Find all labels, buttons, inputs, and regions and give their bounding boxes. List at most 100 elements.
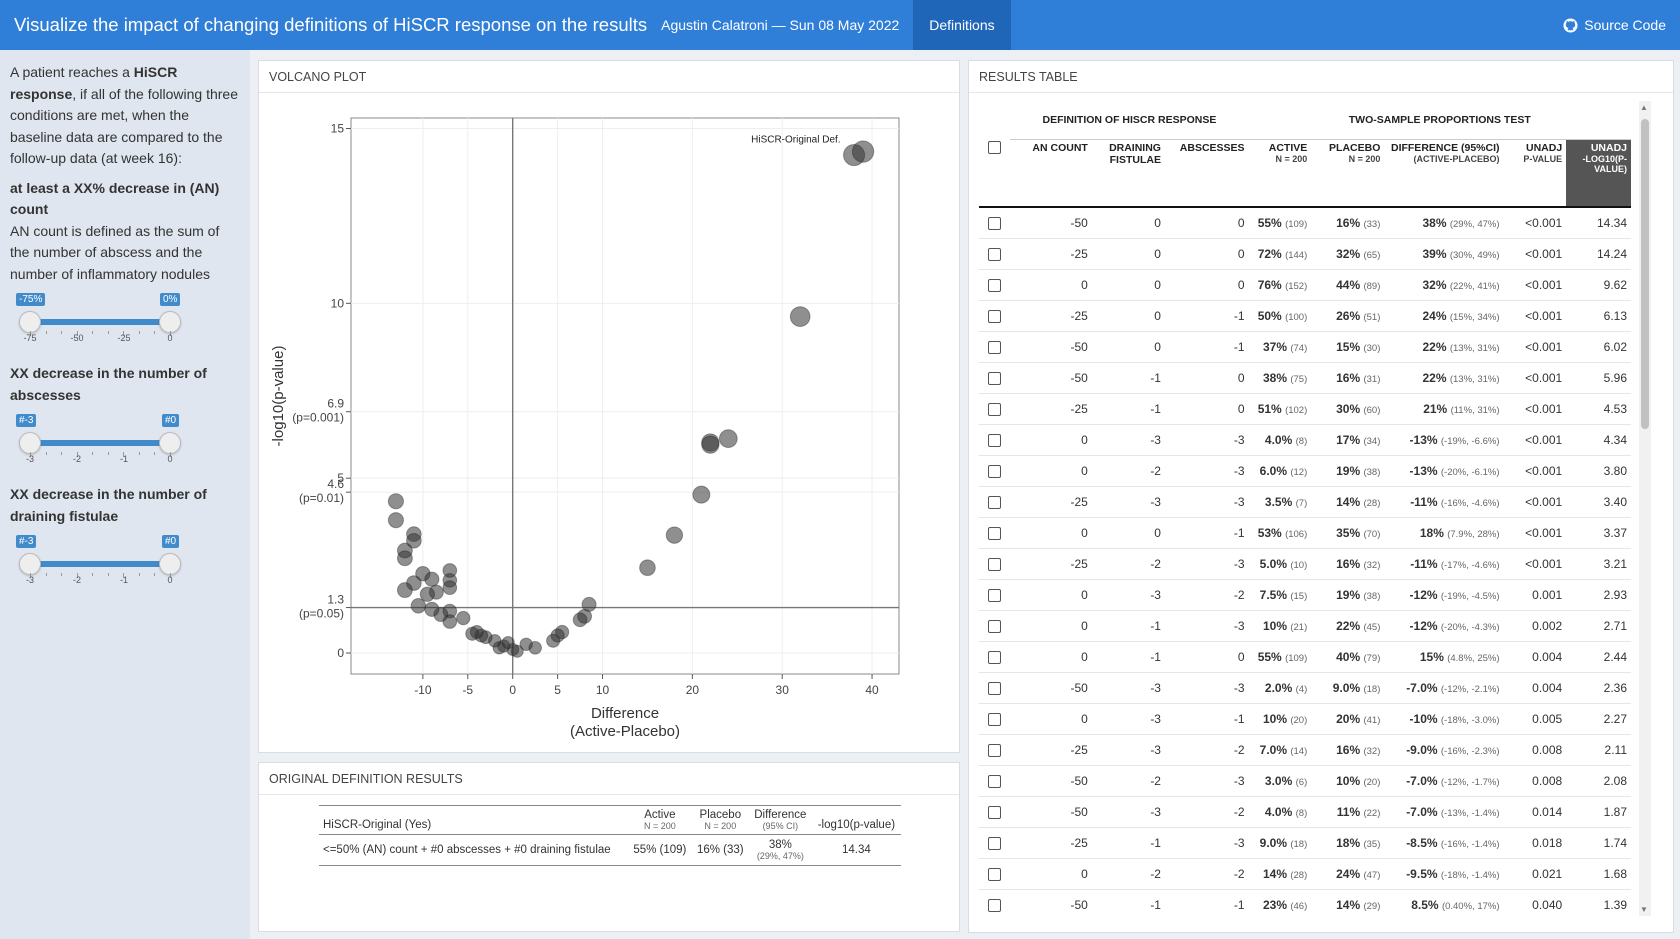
scroll-down-icon[interactable]: ▼ bbox=[1640, 905, 1648, 914]
row-checkbox[interactable] bbox=[988, 557, 1002, 571]
cell-draining-fistulae-part: -3 bbox=[1150, 432, 1161, 447]
row-checkbox[interactable] bbox=[988, 371, 1002, 385]
an-slider-handle-from[interactable] bbox=[19, 311, 41, 333]
table-row[interactable]: -50 -3 -2 4.0% (8) 11% (22) -7.0% (-13%, -1.4… bbox=[979, 795, 1631, 827]
row-checkbox[interactable] bbox=[988, 898, 1002, 912]
cell-pvalue-part: <0.001 bbox=[1525, 525, 1563, 540]
scrollbar-thumb[interactable] bbox=[1641, 119, 1649, 429]
col-abscesses[interactable]: ABSCESSES bbox=[1179, 141, 1245, 154]
table-row[interactable]: -50 -2 -3 3.0% (6) 10% (20) -7.0% (-12%, -1.7… bbox=[979, 764, 1631, 796]
row-checkbox[interactable] bbox=[988, 402, 1002, 416]
row-checkbox[interactable] bbox=[988, 619, 1002, 633]
abscesses-slider[interactable]: #-3 #0 -3 -2 -1 0 bbox=[10, 414, 181, 476]
source-code-link[interactable]: Source Code bbox=[1563, 0, 1666, 50]
table-row[interactable]: -25 -1 0 51% (102) 30% (60) 21% (11%, 31%) <0.… bbox=[979, 392, 1631, 424]
row-checkbox[interactable] bbox=[988, 526, 1002, 540]
cell-abscesses: -1 bbox=[1164, 702, 1249, 734]
df-slider-handle-from[interactable] bbox=[19, 553, 41, 575]
x-tick-label: 10 bbox=[596, 683, 610, 697]
cell-active: 14% (28) bbox=[1248, 857, 1312, 889]
scroll-up-icon[interactable]: ▲ bbox=[1640, 103, 1648, 112]
table-row[interactable]: 0 -1 0 55% (109) 40% (79) 15% (4.8%, 25%) 0.00… bbox=[979, 640, 1631, 672]
table-row[interactable]: -50 -3 -3 2.0% (4) 9.0% (18) -7.0% (-12%, -2.… bbox=[979, 671, 1631, 703]
cell-active-part: (6) bbox=[1295, 776, 1308, 788]
cell-log10-pvalue: 2.44 bbox=[1566, 640, 1631, 672]
col-draining-fistulae[interactable]: DRAINING FISTULAE bbox=[1109, 141, 1161, 166]
table-row[interactable]: -25 -1 -3 9.0% (18) 18% (35) -8.5% (-16%, -1.… bbox=[979, 826, 1631, 858]
row-checkbox[interactable] bbox=[988, 650, 1002, 664]
an-slider-handle-to[interactable] bbox=[159, 311, 181, 333]
table-row[interactable]: -50 0 0 55% (109) 16% (33) 38% (29%, 47%) <0.0… bbox=[979, 206, 1631, 238]
row-checkbox[interactable] bbox=[988, 340, 1002, 354]
table-row[interactable]: -50 -1 0 38% (75) 16% (31) 22% (13%, 31%) <0.0… bbox=[979, 361, 1631, 393]
cell-abscesses-part: -1 bbox=[1233, 711, 1245, 726]
row-checkbox[interactable] bbox=[988, 681, 1002, 695]
abs-slider-handle-to[interactable] bbox=[159, 432, 181, 454]
an-slider[interactable]: -75% 0% -75 -50 -25 0 bbox=[10, 293, 181, 355]
results-scrollbar[interactable]: ▲ ▼ bbox=[1639, 101, 1651, 916]
table-row[interactable]: 0 -2 -2 14% (28) 24% (47) -9.5% (-18%, -1.4%)… bbox=[979, 857, 1631, 889]
select-all-checkbox[interactable] bbox=[988, 141, 1002, 154]
abs-slider-handle-from[interactable] bbox=[19, 432, 41, 454]
cell-log10-pvalue: 1.74 bbox=[1566, 826, 1631, 858]
table-row[interactable]: 0 -3 -3 4.0% (8) 17% (34) -13% (-19%, -6.6%) <… bbox=[979, 423, 1631, 455]
table-row[interactable]: -50 0 -1 37% (74) 15% (30) 22% (13%, 31%) <0.0… bbox=[979, 330, 1631, 362]
row-checkbox[interactable] bbox=[988, 309, 1002, 323]
row-checkbox[interactable] bbox=[988, 805, 1002, 819]
orig-h-active: Active N = 200 bbox=[628, 806, 692, 835]
row-checkbox[interactable] bbox=[988, 216, 1002, 230]
fistulae-slider[interactable]: #-3 #0 -3 -2 -1 0 bbox=[10, 535, 181, 597]
table-row[interactable]: -25 -2 -3 5.0% (10) 16% (32) -11% (-17%, -4.6… bbox=[979, 547, 1631, 579]
row-checkbox[interactable] bbox=[988, 867, 1002, 881]
row-checkbox[interactable] bbox=[988, 743, 1002, 757]
table-row[interactable]: -25 -3 -2 7.0% (14) 16% (32) -9.0% (-16%, -2.… bbox=[979, 733, 1631, 765]
table-row[interactable]: -50 -1 -1 23% (46) 14% (29) 8.5% (0.40%, 17%)… bbox=[979, 888, 1631, 920]
df-slider-track[interactable] bbox=[20, 561, 170, 567]
table-row[interactable]: -25 0 0 72% (144) 32% (65) 39% (30%, 49%) <0.0… bbox=[979, 237, 1631, 269]
table-row[interactable]: 0 0 0 76% (152) 44% (89) 32% (22%, 41%) <0.001… bbox=[979, 268, 1631, 300]
cell-placebo-part: (60) bbox=[1363, 404, 1381, 416]
table-row[interactable]: 0 -2 -3 6.0% (12) 19% (38) -13% (-20%, -6.1%)… bbox=[979, 454, 1631, 486]
cell-placebo: 10% (20) bbox=[1311, 764, 1385, 796]
cell-placebo-part: 11% bbox=[1336, 804, 1361, 819]
row-select-cell bbox=[979, 485, 1011, 517]
table-row[interactable]: 0 -1 -3 10% (21) 22% (45) -12% (-20%, -4.3%) 0… bbox=[979, 609, 1631, 641]
row-checkbox[interactable] bbox=[988, 464, 1002, 478]
cell-placebo-part: 9.0% bbox=[1332, 680, 1361, 695]
abs-slider-track[interactable] bbox=[20, 440, 170, 446]
table-row[interactable]: 0 -3 -1 10% (20) 20% (41) -10% (-18%, -3.0%) 0… bbox=[979, 702, 1631, 734]
table-row[interactable]: 0 -3 -2 7.5% (15) 19% (38) -12% (-19%, -4.5%)… bbox=[979, 578, 1631, 610]
cell-difference-part: (4.8%, 25%) bbox=[1447, 652, 1500, 664]
table-row[interactable]: 0 0 -1 53% (106) 35% (70) 18% (7.9%, 28%) <0.0… bbox=[979, 516, 1631, 548]
original-definition-box: ORIGINAL DEFINITION RESULTS HiSCR-Origin… bbox=[258, 762, 960, 932]
row-checkbox[interactable] bbox=[988, 247, 1002, 261]
table-row[interactable]: -25 -3 -3 3.5% (7) 14% (28) -11% (-16%, -4.6%… bbox=[979, 485, 1631, 517]
cell-difference-part: (-16%, -1.4%) bbox=[1440, 838, 1500, 850]
abs-slider-ticks bbox=[10, 452, 180, 462]
col-active[interactable]: ACTIVE N = 200 bbox=[1249, 139, 1312, 207]
row-checkbox[interactable] bbox=[988, 495, 1002, 509]
nav-definitions[interactable]: Definitions bbox=[913, 0, 1011, 50]
table-row[interactable]: -25 0 -1 50% (100) 26% (51) 24% (15%, 34%) <0.… bbox=[979, 299, 1631, 331]
row-checkbox[interactable] bbox=[988, 278, 1002, 292]
col-log10-pvalue[interactable]: UNADJ -LOG10(P-VALUE) bbox=[1566, 139, 1631, 207]
row-select-cell bbox=[979, 578, 1011, 610]
cell-an-count: -50 bbox=[1010, 764, 1092, 796]
row-checkbox[interactable] bbox=[988, 836, 1002, 850]
col-difference[interactable]: DIFFERENCE (95%CI) (ACTIVE-PLACEBO) bbox=[1384, 139, 1503, 207]
cell-abscesses: -1 bbox=[1164, 330, 1249, 362]
col-pvalue[interactable]: UNADJ P-VALUE bbox=[1504, 139, 1567, 207]
col-placebo[interactable]: PLACEBO N = 200 bbox=[1311, 139, 1384, 207]
an-slider-track[interactable] bbox=[20, 319, 170, 325]
row-checkbox[interactable] bbox=[988, 588, 1002, 602]
slider-tick bbox=[76, 331, 78, 336]
cell-placebo: 19% (38) bbox=[1311, 454, 1385, 486]
col-an-count[interactable]: AN COUNT bbox=[1032, 141, 1088, 154]
row-checkbox[interactable] bbox=[988, 712, 1002, 726]
cell-active: 5.0% (10) bbox=[1248, 547, 1312, 579]
row-checkbox[interactable] bbox=[988, 433, 1002, 447]
df-slider-handle-to[interactable] bbox=[159, 553, 181, 575]
cell-an-count-part: -25 bbox=[1070, 556, 1088, 571]
cell-log10-pvalue: 3.80 bbox=[1566, 454, 1631, 486]
row-checkbox[interactable] bbox=[988, 774, 1002, 788]
